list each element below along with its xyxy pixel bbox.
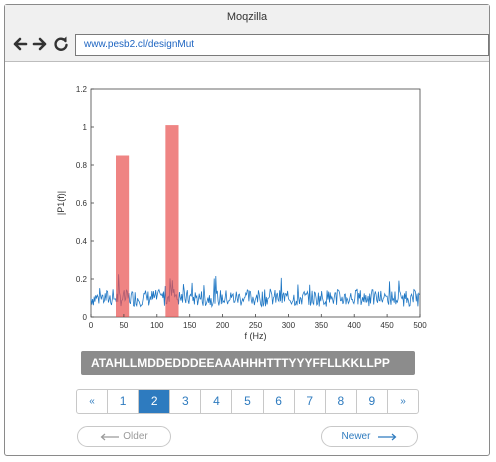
back-arrow-icon[interactable] [11, 35, 29, 53]
x-tick-label-100: 100 [150, 321, 164, 330]
older-button[interactable]: Older [77, 426, 171, 447]
y-tick-label-0.2: 0.2 [76, 275, 88, 284]
x-tick-label-350: 350 [315, 321, 329, 330]
y-axis-label: |P1(f)| [56, 191, 66, 215]
page-next[interactable]: » [400, 396, 406, 407]
highlight-bar-2 [165, 125, 179, 317]
x-tick-label-450: 450 [380, 321, 394, 330]
page-5[interactable]: 5 [232, 390, 264, 413]
newer-label: Newer [341, 431, 371, 442]
y-tick-label-0.4: 0.4 [76, 237, 88, 246]
page-prev[interactable]: « [77, 390, 109, 413]
x-tick-label-300: 300 [282, 321, 296, 330]
page-8[interactable]: 8 [326, 390, 357, 413]
y-tick-label-1.2: 1.2 [76, 85, 88, 94]
browser-window: Moqzilla www.pesb2.cl/designMut 0 50 100 15… [4, 4, 490, 456]
page-content: 0 50 100 150 200 250 300 350 400 450 500 0 0.2 0.4 0.6… [5, 62, 489, 455]
page-7[interactable]: 7 [295, 390, 326, 413]
x-tick-label-150: 150 [183, 321, 197, 330]
url-bar[interactable]: www.pesb2.cl/designMut [75, 34, 489, 56]
older-label: Older [123, 431, 148, 442]
right-arrow-icon [378, 433, 397, 440]
page-2[interactable]: 2 [139, 390, 171, 413]
x-tick-label-250: 250 [249, 321, 263, 330]
x-axis-label: f (Hz) [245, 331, 267, 341]
x-tick-label-500: 500 [413, 321, 427, 330]
navigation-bar: www.pesb2.cl/designMut [5, 29, 489, 62]
window-title: Moqzilla [5, 5, 489, 30]
highlight-bar-1 [116, 155, 130, 317]
x-tick-label-0: 0 [89, 321, 94, 330]
forward-arrow-icon[interactable] [31, 35, 49, 53]
x-tick-label-50: 50 [119, 321, 128, 330]
page-3[interactable]: 3 [170, 390, 202, 413]
x-tick-label-400: 400 [348, 321, 362, 330]
y-tick-label-0: 0 [83, 313, 88, 322]
page-6[interactable]: 6 [264, 390, 295, 413]
page-1[interactable]: 1 [108, 390, 140, 413]
y-tick-label-1: 1 [83, 123, 88, 132]
reload-icon[interactable] [52, 35, 70, 53]
pagination: « 1 2 3 4 5 6 7 8 9 » [76, 389, 419, 414]
spectrum-chart: 0 50 100 150 200 250 300 350 400 450 500 0 0.2 0.4 0.6… [56, 85, 427, 341]
left-arrow-icon [100, 433, 120, 440]
page-9[interactable]: 9 [357, 390, 388, 413]
page-4[interactable]: 4 [201, 390, 233, 413]
sequence-bar: ATAHLLMDDEDDDEEAAAHHHTTTYYYFFLLKKLLPP [81, 351, 415, 375]
spectrum-line [90, 274, 420, 308]
y-tick-label-0.8: 0.8 [76, 161, 88, 170]
newer-button[interactable]: Newer [321, 426, 418, 447]
plot-area [90, 88, 421, 318]
x-tick-label-200: 200 [216, 321, 230, 330]
y-tick-label-0.6: 0.6 [76, 199, 88, 208]
